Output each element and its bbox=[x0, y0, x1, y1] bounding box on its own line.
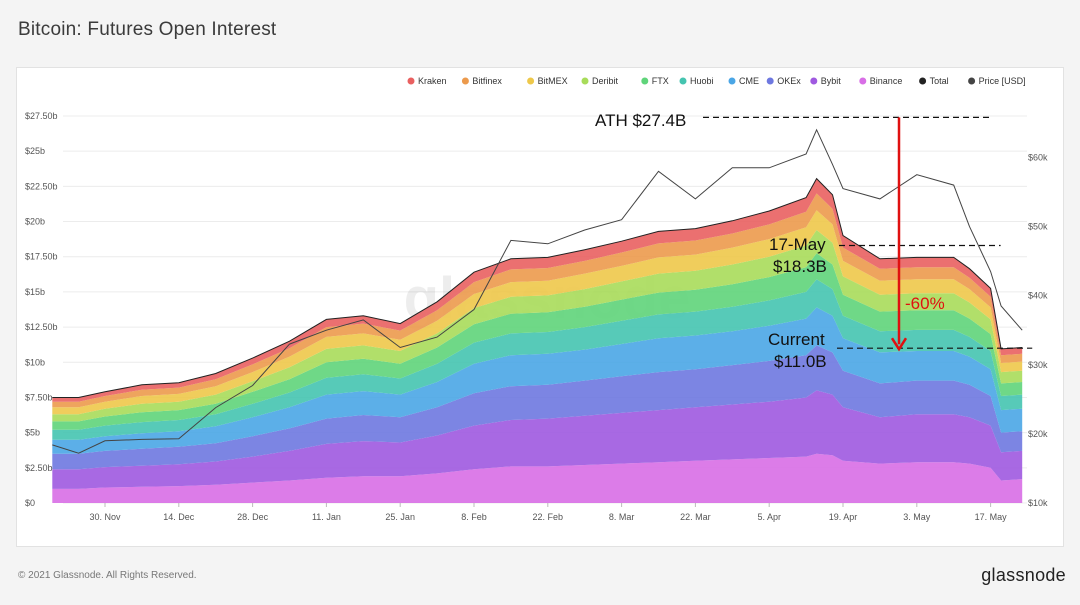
y-right-tick-label: $50k bbox=[1028, 222, 1048, 232]
area-okex bbox=[52, 345, 1023, 470]
x-tick-label: 8. Mar bbox=[609, 512, 635, 522]
y-left-tick-label: $17.50b bbox=[25, 252, 58, 262]
legend-marker-total[interactable] bbox=[919, 77, 927, 85]
y-left-tick-label: $5b bbox=[25, 428, 40, 438]
legend-label[interactable]: CME bbox=[739, 76, 759, 86]
area-bitmex bbox=[52, 210, 1023, 415]
y-left-tick-label: $20b bbox=[25, 217, 45, 227]
y-left-tick-label: $27.50b bbox=[25, 111, 58, 121]
legend-marker-kraken[interactable] bbox=[407, 77, 415, 85]
y-right-tick-label: $10k bbox=[1028, 498, 1048, 508]
x-tick-label: 8. Feb bbox=[461, 512, 487, 522]
legend-label[interactable]: Binance bbox=[870, 76, 903, 86]
y-right-tick-label: $20k bbox=[1028, 429, 1048, 439]
y-axis-left: $0 $2.50b $5b $7.50b $10b $12.50b $15b $17.50b $… bbox=[25, 111, 58, 508]
x-tick-label: 14. Dec bbox=[163, 512, 195, 522]
legend-label[interactable]: Deribit bbox=[592, 76, 619, 86]
legend-label[interactable]: Kraken bbox=[418, 76, 447, 86]
y-left-tick-label: $22.50b bbox=[25, 181, 58, 191]
legend-label[interactable]: Bitfinex bbox=[472, 76, 502, 86]
y-left-tick-label: $25b bbox=[25, 146, 45, 156]
y-left-tick-label: $12.50b bbox=[25, 322, 58, 332]
area-bybit bbox=[52, 390, 1023, 489]
decline-arrow-head bbox=[890, 337, 908, 352]
current-label-line1: Current bbox=[768, 330, 825, 349]
y-left-tick-label: $0 bbox=[25, 498, 35, 508]
area-binance bbox=[52, 453, 1023, 503]
glassnode-logo: glassnode bbox=[981, 565, 1066, 585]
series-lines bbox=[52, 128, 1023, 454]
legend-label[interactable]: BitMEX bbox=[538, 76, 568, 86]
y-right-tick-label: $30k bbox=[1028, 360, 1048, 370]
current-label-line2: $11.0B bbox=[774, 352, 827, 371]
futures-open-interest-chart: Kraken Bitfinex BitMEX Deribit FTX Huobi CME OK… bbox=[25, 76, 1048, 522]
x-tick-label: 22. Mar bbox=[680, 512, 711, 522]
legend-marker-okex[interactable] bbox=[766, 77, 774, 85]
legend-label[interactable]: Bybit bbox=[821, 76, 842, 86]
x-axis: 30. Nov 14. Dec 28. Dec 11. Jan 25. Jan 8. Fe… bbox=[89, 503, 1007, 522]
change-percent-label: -60% bbox=[905, 294, 945, 313]
x-tick-label: 17. May bbox=[975, 512, 1008, 522]
area-cme bbox=[52, 307, 1023, 454]
legend-label[interactable]: OKEx bbox=[777, 76, 801, 86]
y-left-tick-label: $7.50b bbox=[25, 392, 53, 402]
x-tick-label: 28. Dec bbox=[237, 512, 269, 522]
stacked-areas bbox=[52, 178, 1023, 503]
legend-marker-deribit[interactable] bbox=[581, 77, 589, 85]
y-left-tick-label: $10b bbox=[25, 357, 45, 367]
x-tick-label: 22. Feb bbox=[533, 512, 564, 522]
may17-label-line2: $18.3B bbox=[773, 257, 827, 276]
legend-marker-binance[interactable] bbox=[859, 77, 867, 85]
chart-card: Kraken Bitfinex BitMEX Deribit FTX Huobi CME OK… bbox=[16, 67, 1064, 547]
x-tick-label: 11. Jan bbox=[312, 512, 341, 522]
legend-marker-bitfinex[interactable] bbox=[461, 77, 469, 85]
legend-label[interactable]: FTX bbox=[652, 76, 669, 86]
y-right-tick-label: $40k bbox=[1028, 291, 1048, 301]
legend-marker-ftx[interactable] bbox=[641, 77, 649, 85]
area-huobi bbox=[52, 279, 1023, 440]
x-tick-label: 19. Apr bbox=[829, 512, 858, 522]
legend: Kraken Bitfinex BitMEX Deribit FTX Huobi CME OK… bbox=[407, 76, 1026, 86]
y-left-tick-label: $2.50b bbox=[25, 463, 53, 473]
copyright-text: © 2021 Glassnode. All Rights Reserved. bbox=[18, 570, 197, 581]
legend-label[interactable]: Total bbox=[930, 76, 949, 86]
y-left-tick-label: $15b bbox=[25, 287, 45, 297]
legend-label[interactable]: Huobi bbox=[690, 76, 714, 86]
may17-label-line1: 17-May bbox=[769, 235, 826, 254]
x-tick-label: 3. May bbox=[903, 512, 931, 522]
y-right-tick-label: $60k bbox=[1028, 152, 1048, 162]
legend-label[interactable]: Price [USD] bbox=[979, 76, 1026, 86]
annotations: ATH $27.4B 17-May $18.3B Current $11.0B -60% bbox=[595, 111, 1033, 371]
legend-marker-huobi[interactable] bbox=[679, 77, 687, 85]
ath-label: ATH $27.4B bbox=[595, 111, 686, 130]
legend-marker-bybit[interactable] bbox=[810, 77, 818, 85]
x-tick-label: 5. Apr bbox=[757, 512, 781, 522]
page-title: Bitcoin: Futures Open Interest bbox=[18, 19, 277, 40]
legend-marker-cme[interactable] bbox=[728, 77, 736, 85]
x-tick-label: 25. Jan bbox=[385, 512, 415, 522]
y-axis-right: $10k $20k $30k $40k $50k $60k bbox=[1028, 152, 1048, 508]
area-deribit bbox=[52, 230, 1023, 422]
area-ftx bbox=[52, 253, 1023, 430]
x-tick-label: 30. Nov bbox=[89, 512, 121, 522]
legend-marker-bitmex[interactable] bbox=[527, 77, 535, 85]
legend-marker-price-usd-[interactable] bbox=[968, 77, 976, 85]
price-line bbox=[52, 128, 1023, 454]
total-line bbox=[52, 177, 1023, 398]
